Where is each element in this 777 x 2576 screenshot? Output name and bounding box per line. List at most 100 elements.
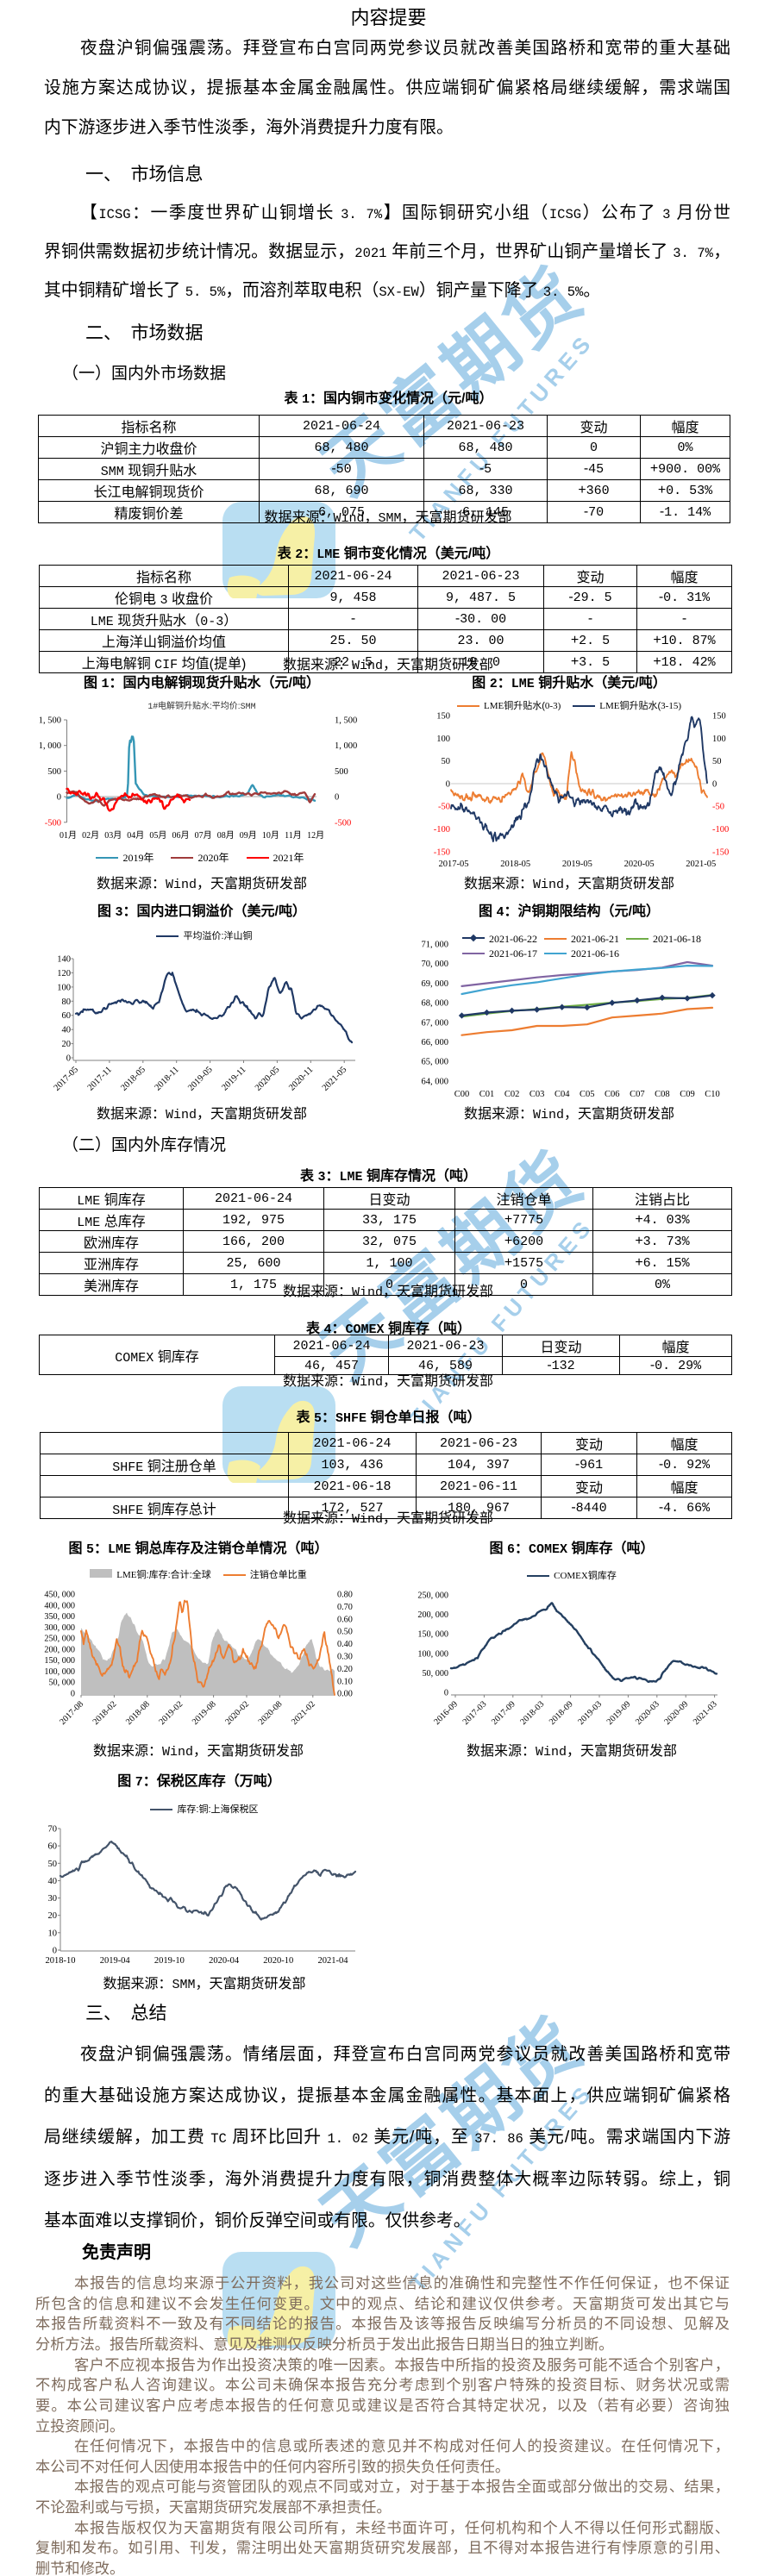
svg-text:2017-11: 2017-11 [86,1065,114,1092]
svg-text:C08: C08 [655,1090,670,1099]
svg-text:C05: C05 [580,1090,595,1099]
svg-text:2018-08: 2018-08 [124,1699,152,1727]
svg-text:-150: -150 [434,847,450,857]
svg-text:300, 000: 300, 000 [44,1623,75,1633]
svg-text:50: 50 [48,1860,58,1869]
svg-text:1, 500: 1, 500 [335,716,357,726]
svg-text:2019-11: 2019-11 [220,1065,248,1092]
svg-text:2018-10: 2018-10 [46,1956,76,1966]
svg-text:60: 60 [62,1011,72,1021]
svg-text:40: 40 [48,1877,58,1886]
svg-text:150, 000: 150, 000 [417,1630,448,1640]
svg-text:64, 000: 64, 000 [422,1077,449,1086]
svg-text:1, 000: 1, 000 [335,741,357,751]
svg-text:0.00: 0.00 [337,1690,353,1699]
svg-text:2017-08: 2017-08 [58,1699,85,1727]
svg-text:0: 0 [53,1946,57,1955]
svg-text:100, 000: 100, 000 [417,1649,448,1659]
svg-text:0: 0 [335,793,339,803]
svg-text:03月: 03月 [104,830,122,841]
svg-text:2020-04: 2020-04 [209,1956,240,1966]
svg-text:50, 000: 50, 000 [422,1669,448,1679]
svg-text:450, 000: 450, 000 [44,1591,75,1600]
svg-text:2020-09: 2020-09 [663,1699,691,1727]
svg-text:-500: -500 [45,818,61,828]
svg-text:150: 150 [712,712,726,722]
svg-text:0: 0 [71,1690,75,1699]
svg-text:01月: 01月 [60,830,77,841]
svg-text:150, 000: 150, 000 [44,1656,75,1666]
svg-text:2020-08: 2020-08 [257,1699,285,1727]
svg-text:200, 000: 200, 000 [417,1610,448,1620]
svg-text:250, 000: 250, 000 [417,1591,448,1601]
svg-text:2018-03: 2018-03 [519,1699,547,1727]
svg-text:68, 000: 68, 000 [422,999,449,1009]
svg-text:05月: 05月 [149,830,166,841]
svg-text:2021-05: 2021-05 [321,1065,349,1093]
svg-text:20: 20 [48,1911,58,1921]
svg-text:2017-03: 2017-03 [461,1699,489,1727]
svg-text:2018-05: 2018-05 [119,1065,147,1093]
svg-text:2019-02: 2019-02 [158,1699,185,1727]
svg-text:2020-11: 2020-11 [287,1065,315,1092]
svg-text:2021-02: 2021-02 [290,1699,317,1727]
svg-text:0.20: 0.20 [337,1665,353,1674]
svg-text:500: 500 [335,767,348,777]
svg-text:0: 0 [57,793,61,803]
svg-text:100: 100 [57,983,71,992]
svg-text:C06: C06 [605,1090,620,1099]
svg-text:2018-05: 2018-05 [500,860,530,869]
svg-text:2017-09: 2017-09 [490,1699,517,1727]
svg-text:2019-08: 2019-08 [191,1699,218,1727]
svg-text:100: 100 [436,735,450,744]
svg-text:50: 50 [442,757,451,766]
svg-text:50: 50 [712,757,722,766]
svg-text:2019-04: 2019-04 [100,1956,131,1966]
svg-text:-100: -100 [434,825,450,835]
svg-text:150: 150 [436,712,450,722]
svg-text:2020-05: 2020-05 [624,860,655,869]
svg-text:70, 000: 70, 000 [422,960,449,969]
svg-text:C01: C01 [479,1090,495,1099]
svg-text:2019-05: 2019-05 [562,860,592,869]
svg-text:2017-05: 2017-05 [53,1065,81,1093]
svg-text:C04: C04 [555,1090,570,1099]
svg-text:69, 000: 69, 000 [422,979,449,989]
svg-text:2018-02: 2018-02 [91,1699,119,1727]
svg-text:0.30: 0.30 [337,1653,353,1662]
svg-text:60: 60 [48,1842,58,1852]
svg-text:2020-03: 2020-03 [634,1699,661,1727]
svg-text:40: 40 [62,1026,72,1035]
svg-text:10: 10 [48,1929,58,1938]
svg-text:20: 20 [62,1040,72,1049]
svg-text:2020-05: 2020-05 [254,1065,282,1093]
svg-text:350, 000: 350, 000 [44,1612,75,1622]
svg-text:2018-11: 2018-11 [154,1065,181,1092]
svg-text:2021-04: 2021-04 [318,1956,349,1966]
svg-text:0.10: 0.10 [337,1677,353,1686]
svg-text:2021-05: 2021-05 [686,860,716,869]
svg-text:1, 000: 1, 000 [39,741,61,751]
svg-text:12月: 12月 [307,830,324,841]
svg-text:C00: C00 [454,1090,470,1099]
svg-text:500: 500 [47,767,61,777]
svg-text:C03: C03 [529,1090,545,1099]
svg-text:2020-10: 2020-10 [263,1956,293,1966]
svg-text:200, 000: 200, 000 [44,1645,75,1654]
svg-text:71, 000: 71, 000 [422,941,449,950]
svg-text:2021-03: 2021-03 [692,1699,719,1727]
svg-text:50, 000: 50, 000 [48,1679,75,1688]
svg-text:120: 120 [57,969,71,979]
svg-text:66, 000: 66, 000 [422,1038,449,1047]
svg-text:0.50: 0.50 [337,1628,353,1637]
svg-text:08月: 08月 [217,830,235,841]
svg-text:0.70: 0.70 [337,1603,353,1612]
svg-text:-150: -150 [712,847,729,857]
svg-text:-50: -50 [712,803,724,812]
svg-text:10月: 10月 [262,830,279,841]
svg-text:140: 140 [57,955,71,965]
svg-text:C09: C09 [680,1090,695,1099]
svg-text:06月: 06月 [172,830,190,841]
svg-text:0: 0 [66,1054,71,1064]
svg-text:0: 0 [444,1689,448,1698]
